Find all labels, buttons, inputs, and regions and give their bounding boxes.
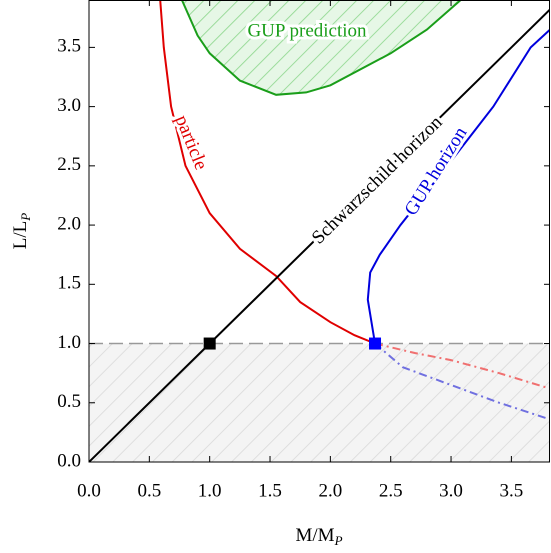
x-tick-label: 1.0 <box>198 480 222 501</box>
x-tick-label: 2.5 <box>379 480 403 501</box>
y-tick-label: 2.0 <box>57 213 81 234</box>
point-marker <box>203 337 216 350</box>
frame <box>88 0 550 463</box>
curve <box>159 0 376 345</box>
y-tick-label: 2.5 <box>57 154 81 175</box>
x-tick-label: 3.0 <box>439 480 463 501</box>
x-tick-label: 3.5 <box>500 480 524 501</box>
y-tick-label: 1.0 <box>57 332 81 353</box>
y-tick-label: 1.5 <box>57 273 81 294</box>
curve-label: particle <box>171 112 212 173</box>
shaded-hatch <box>89 343 550 462</box>
curve <box>374 342 550 421</box>
x-tick-label: 2.0 <box>318 480 342 501</box>
y-tick-label: 0.5 <box>57 391 81 412</box>
curve <box>366 28 550 344</box>
x-tick-label: 1.5 <box>258 480 282 501</box>
y-axis-label: L/LP <box>10 213 33 250</box>
x-tick-label: 0.5 <box>137 480 161 501</box>
curve-label-bg: GUP prediction <box>247 20 367 41</box>
curve <box>180 0 462 96</box>
point-marker <box>369 337 382 350</box>
plot-area <box>89 0 550 462</box>
region-hatch <box>181 0 461 95</box>
x-tick-label: 0.0 <box>77 480 101 501</box>
curve <box>374 342 550 390</box>
axes: 0.0 0.5 1.0 1.5 2.0 2.5 3.0 3.5 0.0 0.5 1.0 1.5 2.0 2… <box>57 0 550 501</box>
y-tick-label: 0.0 <box>57 450 81 471</box>
y-tick-label: 3.0 <box>57 95 81 116</box>
curve <box>89 8 550 462</box>
curve-label: GUP prediction <box>247 20 367 41</box>
y-tick-label: 3.5 <box>57 36 81 57</box>
x-axis-label: M/MP <box>295 525 342 548</box>
